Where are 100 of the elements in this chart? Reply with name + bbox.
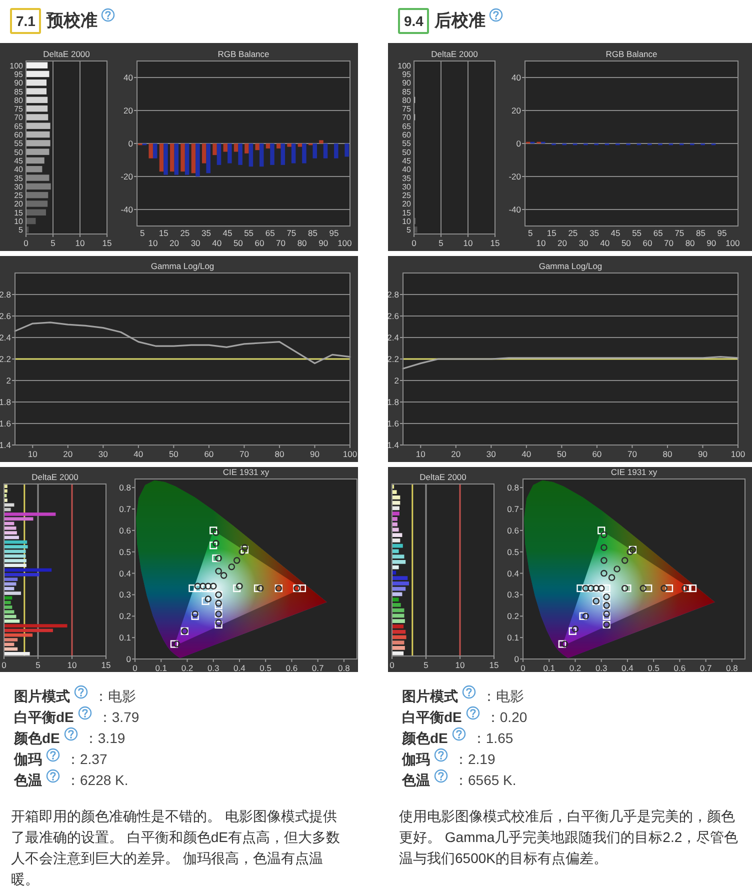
x-tick-label: 10: [416, 449, 426, 459]
bar: [4, 578, 18, 581]
text: 9.4: [398, 8, 430, 34]
y-tick-label: -40: [120, 204, 134, 214]
x-tick-label: 95: [329, 228, 340, 238]
x-tick-label: 5: [438, 238, 444, 248]
x-tick-label: 95: [717, 228, 728, 238]
point: [624, 584, 632, 592]
point: [215, 568, 222, 575]
bar: [26, 148, 50, 155]
y-tick-label: 0: [516, 138, 522, 148]
bar: [26, 80, 47, 86]
y-tick-label: -40: [508, 204, 522, 214]
x-tick-label: 90: [318, 238, 328, 248]
x-tick-label: 0.7: [700, 663, 712, 673]
point: [212, 554, 220, 562]
x-tick-label: 0.5: [648, 663, 660, 673]
y-tick-label: -20: [508, 172, 522, 182]
y-tick-label: 75: [402, 104, 412, 114]
x-tick-label: 0.6: [674, 663, 686, 673]
point: [621, 584, 628, 592]
point: [241, 544, 248, 551]
y-tick-label: 70: [402, 113, 412, 122]
bar: [4, 638, 18, 642]
bar: [4, 503, 14, 507]
point: [206, 584, 215, 592]
y-tick-label: 40: [124, 72, 134, 82]
point: [212, 540, 220, 547]
x-tick-label: 85: [308, 228, 318, 238]
bar: [4, 545, 28, 548]
x-tick-label: 30: [98, 449, 108, 459]
y-tick-label: 1.4: [387, 440, 400, 450]
y-tick-label: 60: [14, 130, 24, 140]
y-tick-label: 40: [402, 165, 412, 174]
point: [568, 627, 576, 635]
x-tick-label: 100: [726, 238, 740, 248]
text: ：3.19: [84, 728, 126, 746]
x-tick-label: 90: [698, 449, 708, 459]
point: [600, 557, 608, 564]
x-tick-label: 5: [36, 660, 41, 670]
bar: [392, 624, 404, 628]
x-tick-label: 0.6: [286, 663, 298, 673]
point: [236, 582, 243, 590]
point: [688, 584, 697, 592]
x-tick-label: 0.7: [312, 663, 324, 673]
x-tick-label: 55: [632, 228, 642, 238]
y-tick-label: 0.2: [507, 611, 520, 622]
x-tick-label: 20: [170, 238, 180, 248]
x-tick-label: 65: [653, 228, 664, 238]
x-tick-label: 55: [244, 228, 254, 238]
y-tick-label: 45: [14, 156, 24, 166]
point: [192, 610, 198, 618]
bar: [4, 596, 12, 600]
point: [191, 612, 199, 620]
x-tick-label: 30: [486, 449, 496, 459]
text: ：2.37: [66, 750, 108, 768]
point: [582, 612, 590, 620]
bar: [4, 540, 28, 544]
point: [558, 640, 566, 648]
x-tick-label: 0.5: [260, 663, 272, 673]
bar: [26, 62, 48, 68]
point: [561, 640, 568, 648]
point: [228, 563, 236, 570]
y-tick-label: 50: [402, 148, 412, 157]
x-tick-label: 80: [274, 449, 284, 459]
bar: [392, 490, 397, 494]
x-tick-label: 0.8: [338, 663, 350, 673]
y-tick-label: 20: [14, 200, 24, 209]
chart-title: DeltaE 2000: [32, 472, 79, 482]
x-tick-label: 25: [180, 228, 190, 238]
y-tick-label: 2: [6, 376, 12, 386]
bar: [4, 592, 21, 595]
x-tick-label: 80: [297, 238, 308, 248]
text: 7.1: [10, 8, 42, 34]
point: [220, 572, 228, 579]
y-tick-label: 95: [14, 70, 24, 79]
bar: [392, 560, 406, 564]
x-tick-label: 20: [558, 238, 568, 248]
x-tick-label: 0.3: [595, 663, 608, 673]
bar: [4, 559, 26, 562]
bar: [4, 550, 26, 554]
x-tick-label: 5: [50, 238, 56, 248]
x-tick-label: 20: [63, 449, 73, 459]
bar: [26, 122, 50, 129]
bar: [392, 576, 408, 580]
bar: [26, 192, 48, 198]
x-tick-label: 40: [522, 449, 532, 459]
point: [602, 612, 610, 620]
line-series: [14, 322, 351, 364]
bar: [26, 183, 51, 190]
x-tick-label: 70: [276, 238, 286, 248]
y-tick-label: 2.4: [0, 332, 12, 342]
point: [588, 584, 594, 592]
y-tick-label: 0.1: [507, 632, 520, 643]
bar: [26, 114, 48, 120]
y-tick-label: 0: [128, 138, 134, 148]
x-tick-label: 90: [706, 238, 716, 248]
bar: [392, 619, 405, 623]
y-tick-label: 70: [14, 113, 24, 122]
point: [600, 531, 608, 538]
